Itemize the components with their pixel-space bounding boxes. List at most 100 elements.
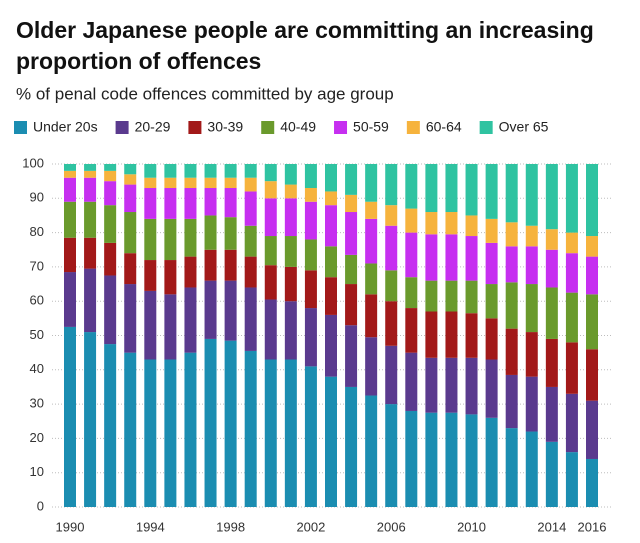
bar-segment [184, 188, 197, 219]
bar-segment [124, 352, 137, 507]
bar-segment [224, 249, 237, 281]
y-tick-label: 20 [30, 430, 44, 445]
bar-segment [244, 191, 257, 226]
bar-segment [545, 249, 558, 288]
bar-segment [525, 246, 538, 285]
bar-segment [385, 205, 398, 226]
legend-swatch [14, 121, 27, 134]
bar-segment [445, 280, 458, 312]
bar-segment [345, 212, 358, 255]
bar-segment [224, 177, 237, 189]
bar-segment [104, 170, 117, 182]
bar-segment [425, 234, 438, 281]
bar-segment [565, 292, 578, 343]
bar-segment [385, 164, 398, 206]
bar-segment [204, 249, 217, 281]
bar-segment [204, 338, 217, 507]
bar-segment [525, 284, 538, 333]
chart-title: Older Japanese people are committing an … [16, 17, 594, 74]
bar-segment [545, 338, 558, 387]
bar-segment [124, 184, 137, 213]
bar-segment [184, 256, 197, 288]
bar-segment [104, 275, 117, 345]
bar-segment [184, 177, 197, 189]
bar-segment [586, 164, 598, 237]
bar-segment [586, 236, 598, 257]
y-tick-label: 60 [30, 293, 44, 308]
bar-segment [264, 265, 277, 300]
bar-segment [144, 218, 157, 261]
bar-segment [405, 164, 418, 209]
bar-segment [465, 215, 478, 237]
bar-segment [505, 246, 518, 283]
legend-label: 20-29 [135, 119, 171, 135]
bar-segment [104, 242, 117, 276]
legend-label: 30-39 [207, 119, 243, 135]
x-tick-label: 1998 [216, 519, 245, 534]
bar-segment [84, 170, 97, 178]
bar-segment [345, 284, 358, 326]
x-tick-label: 2006 [377, 519, 406, 534]
bar-segment [244, 177, 257, 192]
bar-segment [284, 266, 297, 302]
bar-segment [565, 232, 578, 254]
bar-segment [164, 177, 177, 189]
bar-segment [104, 181, 117, 206]
bar-segment [204, 188, 217, 216]
bar-segment [425, 311, 438, 358]
bar-segment [144, 290, 157, 360]
bar-segment [345, 164, 358, 195]
bar-segment [586, 400, 598, 459]
legend-swatch [261, 121, 275, 134]
legend-label: 50-59 [353, 119, 389, 135]
bar-segment [405, 277, 418, 309]
bar-segment [144, 164, 157, 178]
bar-segment [224, 188, 237, 218]
bar-segment [284, 359, 297, 507]
bar-segment [365, 263, 378, 295]
bar-segment [204, 215, 217, 250]
y-tick-label: 80 [30, 224, 44, 239]
bar-segment [325, 191, 337, 206]
bar-segment [144, 188, 157, 219]
bar-segment [485, 164, 498, 219]
bar-segment [124, 174, 137, 185]
bar-segment [445, 357, 458, 413]
bar-segment [445, 412, 458, 507]
bar-segment [505, 222, 518, 247]
bar-segment [304, 308, 317, 367]
bar-segment [224, 280, 237, 341]
x-tick-label: 1994 [136, 519, 165, 534]
bar-segment [64, 326, 76, 507]
bar-segment [284, 301, 297, 360]
bar-segment [264, 181, 277, 199]
bar-segment [64, 177, 76, 202]
bar-segment [505, 374, 518, 429]
bar-segment [304, 188, 317, 202]
bar-segment [184, 218, 197, 257]
bar-segment [184, 164, 197, 178]
bar-segment [325, 277, 337, 315]
y-tick-label: 50 [30, 327, 44, 342]
bar-segment [586, 349, 598, 401]
y-tick-label: 0 [37, 498, 44, 513]
bar-segment [64, 170, 76, 178]
y-tick-label: 10 [30, 464, 44, 479]
bar-segment [365, 337, 378, 396]
bar-segment [104, 164, 117, 171]
bar-segment [304, 366, 317, 507]
bar-segment [425, 164, 438, 213]
bar-segment [164, 218, 177, 261]
bar-segment [525, 376, 538, 432]
bar-segment [525, 225, 538, 247]
bar-segment [244, 225, 257, 257]
bar-segment [465, 357, 478, 415]
bar-segment [244, 164, 257, 178]
bar-segment [525, 431, 538, 507]
bar-segment [445, 311, 458, 358]
legend-label: Over 65 [499, 119, 549, 135]
bar-segment [405, 352, 418, 411]
bar-segment [445, 164, 458, 213]
x-tick-label: 1990 [56, 519, 85, 534]
